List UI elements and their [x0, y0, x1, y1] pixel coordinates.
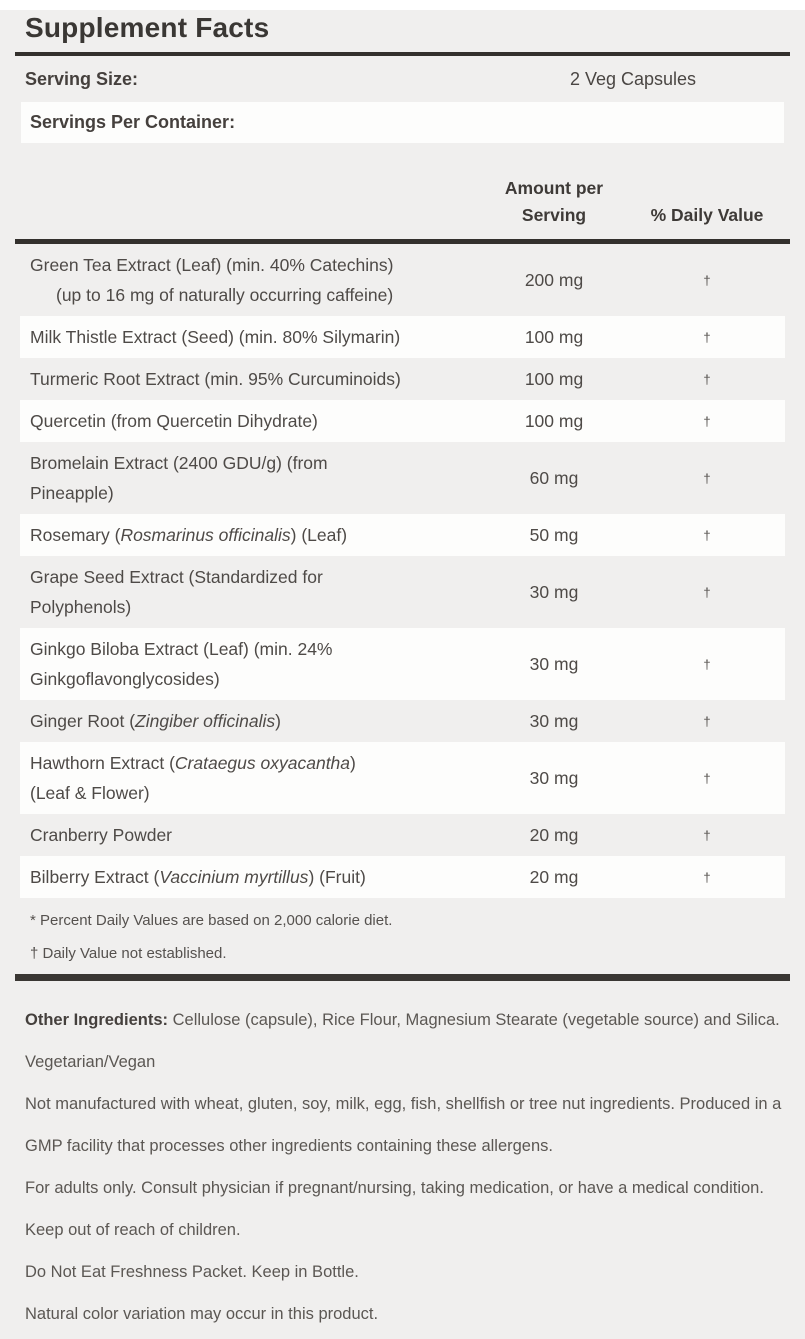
ingredient-amount: 20 mg: [529, 866, 579, 887]
ingredient-name: Bilberry Extract (Vaccinium myrtillus) (…: [30, 867, 366, 887]
footer-divider: [15, 974, 790, 981]
ingredient-row: Grape Seed Extract (Standardized for Poly…: [20, 556, 785, 628]
ingredient-daily-value: †: [703, 713, 711, 729]
ingredient-daily-value: †: [703, 770, 711, 786]
ingredient-name: Rosemary (Rosmarinus officinalis) (Leaf): [30, 525, 348, 545]
ingredient-row: Green Tea Extract (Leaf) (min. 40% Catec…: [20, 244, 785, 316]
ingredient-daily-value: †: [703, 869, 711, 885]
ingredient-amount: 100 mg: [524, 410, 584, 431]
ingredient-row: Cranberry Powder 20 mg †: [20, 814, 785, 856]
ingredient-daily-value: †: [703, 527, 711, 543]
column-header-amount: Amount per Serving: [504, 178, 604, 225]
ingredient-name: Bromelain Extract (2400 GDU/g) (from Pine…: [30, 453, 328, 503]
column-header-daily-value: % Daily Value: [650, 205, 764, 225]
ingredient-table: Green Tea Extract (Leaf) (min. 40% Catec…: [20, 244, 785, 898]
ingredient-row: Ginger Root (Zingiber officinalis) 30 mg †: [20, 700, 785, 742]
table-header: Amount per Serving % Daily Value: [20, 175, 785, 239]
ingredient-daily-value: †: [703, 470, 711, 486]
ingredient-name: Green Tea Extract (Leaf) (min. 40% Catec…: [30, 255, 394, 305]
ingredient-row: Quercetin (from Quercetin Dihydrate) 100 …: [20, 400, 785, 442]
ingredient-name: Hawthorn Extract (Crataegus oxyacantha)(…: [30, 753, 356, 803]
ingredient-amount: 20 mg: [529, 824, 579, 845]
note-paragraph: Other Ingredients: Cellulose (capsule), …: [25, 1011, 780, 1029]
ingredient-name: Ginger Root (Zingiber officinalis): [30, 711, 281, 731]
ingredient-amount: 100 mg: [524, 326, 584, 347]
serving-size-label: Serving Size:: [25, 68, 139, 89]
note-paragraph: Not manufactured with wheat, gluten, soy…: [25, 1095, 782, 1155]
ingredient-name: Cranberry Powder: [30, 825, 172, 845]
ingredient-amount: 30 mg: [529, 710, 579, 731]
ingredient-daily-value: †: [703, 584, 711, 600]
ingredient-row: Rosemary (Rosmarinus officinalis) (Leaf)…: [20, 514, 785, 556]
ingredient-amount: 30 mg: [529, 767, 579, 788]
ingredient-amount: 30 mg: [529, 581, 579, 602]
ingredient-name: Turmeric Root Extract (min. 95% Curcumin…: [30, 369, 401, 389]
note-paragraph: Natural color variation may occur in thi…: [25, 1305, 379, 1323]
ingredient-name: Ginkgo Biloba Extract (Leaf) (min. 24% Gi…: [30, 639, 333, 689]
ingredient-row: Ginkgo Biloba Extract (Leaf) (min. 24% Gi…: [20, 628, 785, 700]
ingredient-row: Bromelain Extract (2400 GDU/g) (from Pine…: [20, 442, 785, 514]
serving-size-value: 2 Veg Capsules: [569, 68, 697, 89]
serving-size-row: Serving Size: 2 Veg Capsules: [0, 56, 805, 102]
ingredient-daily-value: †: [703, 413, 711, 429]
ingredient-row: Turmeric Root Extract (min. 95% Curcumin…: [20, 358, 785, 400]
ingredient-amount: 60 mg: [529, 467, 579, 488]
ingredient-name: Milk Thistle Extract (Seed) (min. 80% Si…: [30, 327, 401, 347]
ingredient-daily-value: †: [703, 329, 711, 345]
title-divider: [15, 52, 790, 56]
servings-per-container-label: Servings Per Container:: [30, 112, 236, 132]
footnotes: * Percent Daily Values are based on 2,00…: [0, 898, 805, 974]
footnote: * Percent Daily Values are based on 2,00…: [30, 912, 393, 929]
header-divider: [15, 239, 790, 244]
footnote: † Daily Value not established.: [30, 945, 227, 962]
ingredient-name: Quercetin (from Quercetin Dihydrate): [30, 411, 318, 431]
ingredient-daily-value: †: [703, 656, 711, 672]
supplement-facts-panel: Supplement Facts Serving Size: 2 Veg Cap…: [0, 12, 805, 1335]
ingredient-daily-value: †: [703, 371, 711, 387]
servings-per-container-row: Servings Per Container:: [21, 102, 784, 143]
ingredient-amount: 50 mg: [529, 524, 579, 545]
top-strip: [0, 0, 805, 10]
note-paragraph: Vegetarian/Vegan: [25, 1053, 156, 1071]
panel-title: Supplement Facts: [25, 12, 270, 43]
ingredient-amount: 30 mg: [529, 653, 579, 674]
ingredient-row: Bilberry Extract (Vaccinium myrtillus) (…: [20, 856, 785, 898]
ingredient-daily-value: †: [703, 827, 711, 843]
ingredient-row: Milk Thistle Extract (Seed) (min. 80% Si…: [20, 316, 785, 358]
ingredient-amount: 100 mg: [524, 368, 584, 389]
ingredient-daily-value: †: [703, 272, 711, 288]
note-paragraph: Do Not Eat Freshness Packet. Keep in Bot…: [25, 1263, 359, 1281]
label-notes: Other Ingredients: Cellulose (capsule), …: [0, 981, 805, 1335]
ingredient-amount: 200 mg: [524, 269, 584, 290]
ingredient-name: Grape Seed Extract (Standardized for Poly…: [30, 567, 323, 617]
ingredient-row: Hawthorn Extract (Crataegus oxyacantha)(…: [20, 742, 785, 814]
note-paragraph: For adults only. Consult physician if pr…: [25, 1179, 764, 1239]
